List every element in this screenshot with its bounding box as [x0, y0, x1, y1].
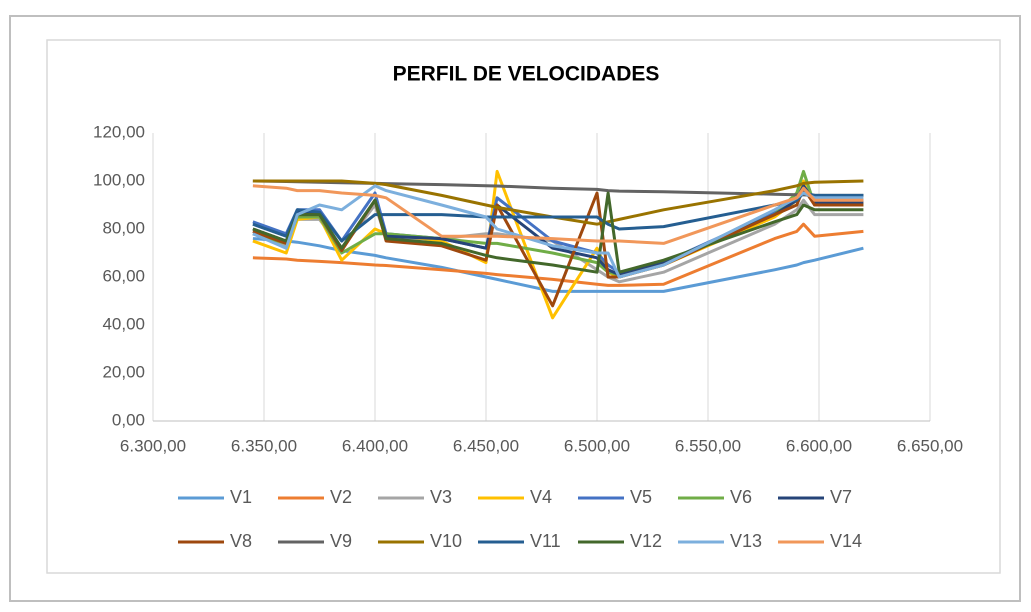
legend-label: V12: [630, 531, 662, 551]
x-tick-label: 6.400,00: [342, 436, 408, 455]
x-tick-label: 6.550,00: [675, 436, 741, 455]
legend-label: V5: [630, 487, 652, 507]
x-tick-label: 6.450,00: [453, 436, 519, 455]
legend-label: V2: [330, 487, 352, 507]
chart-title: PERFIL DE VELOCIDADES: [393, 63, 660, 86]
legend-label: V6: [730, 487, 752, 507]
legend-label: V13: [730, 531, 762, 551]
legend-label: V4: [530, 487, 552, 507]
series-line: [252, 179, 864, 226]
y-tick-label: 100,00: [93, 170, 145, 189]
legend-label: V9: [330, 531, 352, 551]
series-line: [252, 184, 864, 245]
series-line: [252, 191, 864, 274]
x-tick-label: 6.500,00: [564, 436, 630, 455]
chart-frame: [46, 39, 1001, 574]
x-tick-label: 6.600,00: [786, 436, 852, 455]
y-tick-label: 40,00: [102, 314, 145, 333]
legend-label: V1: [230, 487, 252, 507]
y-tick-label: 120,00: [93, 122, 145, 141]
y-tick-label: 60,00: [102, 266, 145, 285]
legend-label: V7: [830, 487, 852, 507]
legend-label: V8: [230, 531, 252, 551]
x-tick-label: 6.350,00: [231, 436, 297, 455]
y-tick-label: 0,00: [112, 410, 145, 429]
y-tick-label: 80,00: [102, 218, 145, 237]
legend-label: V3: [430, 487, 452, 507]
x-tick-label: 6.300,00: [120, 436, 186, 455]
series-line: [252, 222, 864, 287]
legend-label: V10: [430, 531, 462, 551]
series-line: [252, 237, 864, 293]
legend-label: V11: [530, 531, 561, 551]
y-tick-label: 20,00: [102, 362, 145, 381]
x-tick-label: 6.650,00: [897, 436, 963, 455]
legend-label: V14: [830, 531, 862, 551]
